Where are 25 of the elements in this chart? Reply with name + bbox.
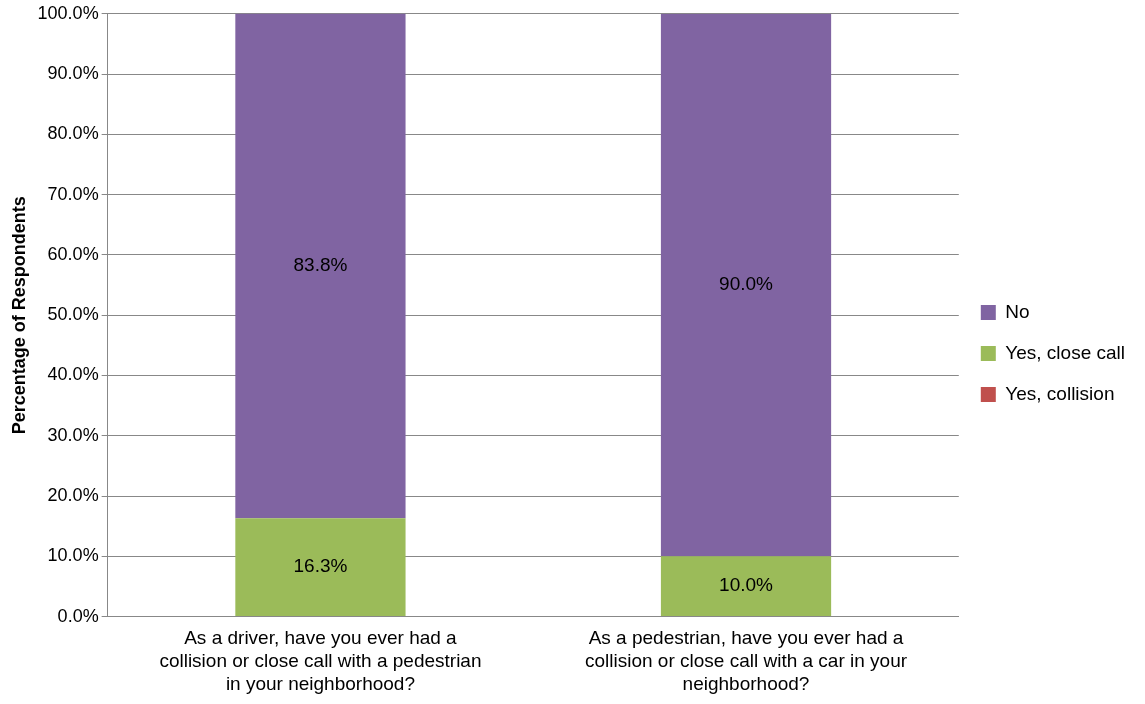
data-label: 83.8% <box>293 254 348 275</box>
x-tick-label: As a driver, have you ever had a collision or close call with a pedestrian in your neighborhood? <box>159 627 482 694</box>
data-label: 16.3% <box>293 555 348 577</box>
y-tick-label: 10.0% <box>47 545 99 566</box>
legend-label: Yes, close call <box>1005 341 1126 363</box>
y-tick-label: 50.0% <box>47 304 99 325</box>
bar <box>660 13 832 557</box>
y-tick-label: 60.0% <box>47 243 99 264</box>
bar <box>660 556 832 617</box>
bar <box>235 13 406 519</box>
y-tick-label: 100.0% <box>37 2 99 23</box>
legend-label: Yes, collision <box>1005 382 1115 404</box>
y-tick-label: 0.0% <box>57 605 99 626</box>
y-tick-label: 90.0% <box>47 63 99 84</box>
bar <box>235 518 406 617</box>
y-tick-label: 30.0% <box>47 424 99 445</box>
data-label: 10.0% <box>719 574 774 596</box>
y-axis-title: Percentage of Respondents <box>8 196 29 435</box>
data-label: 90.0% <box>719 273 774 295</box>
y-tick-label: 70.0% <box>47 183 99 204</box>
legend-label: No <box>1005 300 1030 322</box>
y-tick-label: 80.0% <box>47 123 99 144</box>
y-tick-label: 20.0% <box>47 485 99 506</box>
y-tick-label: 40.0% <box>47 364 99 385</box>
x-tick-label: As a pedestrian, have you ever had a collision or close call with a car in your neighborhood? <box>584 627 908 694</box>
